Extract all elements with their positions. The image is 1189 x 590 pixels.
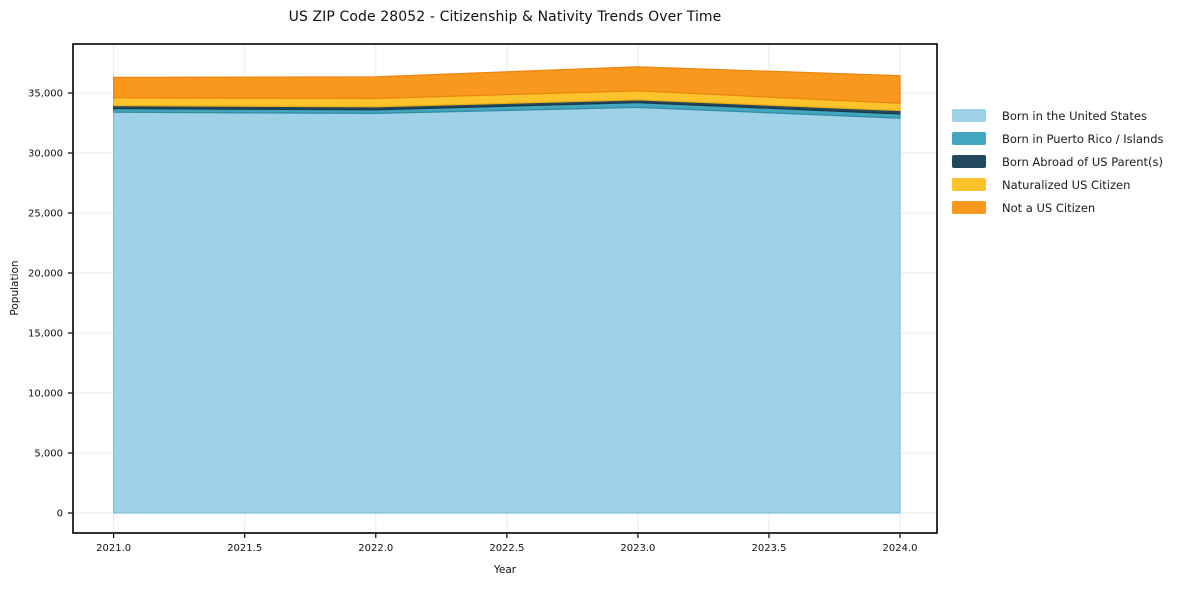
x-tick-label: 2023.5: [751, 543, 786, 554]
y-tick-label: 35,000: [28, 88, 63, 99]
x-tick-label: 2022.0: [358, 543, 393, 554]
x-tick-label: 2021.5: [227, 543, 262, 554]
y-axis-label: Population: [9, 260, 21, 316]
legend: Born in the United States Born in Puerto …: [952, 104, 1164, 219]
legend-swatch: [952, 201, 986, 214]
x-tick-label: 2022.5: [489, 543, 524, 554]
y-tick-label: 5,000: [34, 448, 63, 459]
legend-swatch: [952, 178, 986, 191]
x-tick-label: 2024.0: [883, 543, 918, 554]
area-born-in-the-united-states: [113, 106, 901, 514]
chart-title: US ZIP Code 28052 - Citizenship & Nativi…: [288, 9, 722, 25]
x-tick-label: 2021.0: [96, 543, 131, 554]
legend-label: Born in Puerto Rico / Islands: [1002, 131, 1164, 146]
y-tick-label: 25,000: [28, 208, 63, 219]
legend-entry-born-abroad-of-us-parent-s: Born Abroad of US Parent(s): [952, 150, 1164, 173]
plot-frame: [72, 43, 938, 534]
y-tick-label: 30,000: [28, 148, 63, 159]
legend-swatch: [952, 109, 986, 122]
x-axis-label: Year: [493, 564, 517, 576]
legend-label: Born in the United States: [1002, 108, 1147, 123]
y-tick-label: 20,000: [28, 268, 63, 279]
y-tick-label: 15,000: [28, 328, 63, 339]
legend-entry-not-a-us-citizen: Not a US Citizen: [952, 196, 1164, 219]
legend-label: Born Abroad of US Parent(s): [1002, 154, 1163, 169]
legend-label: Not a US Citizen: [1002, 200, 1096, 215]
legend-entry-born-in-puerto-rico-islands: Born in Puerto Rico / Islands: [952, 127, 1164, 150]
legend-entry-naturalized-us-citizen: Naturalized US Citizen: [952, 173, 1164, 196]
y-tick-label: 0: [57, 508, 63, 519]
area-not-a-us-citizen: [113, 66, 901, 104]
legend-label: Naturalized US Citizen: [1002, 177, 1131, 192]
legend-swatch: [952, 155, 986, 168]
legend-entry-born-in-the-united-states: Born in the United States: [952, 104, 1164, 127]
y-tick-label: 10,000: [28, 388, 63, 399]
legend-swatch: [952, 132, 986, 145]
x-tick-label: 2023.0: [620, 543, 655, 554]
